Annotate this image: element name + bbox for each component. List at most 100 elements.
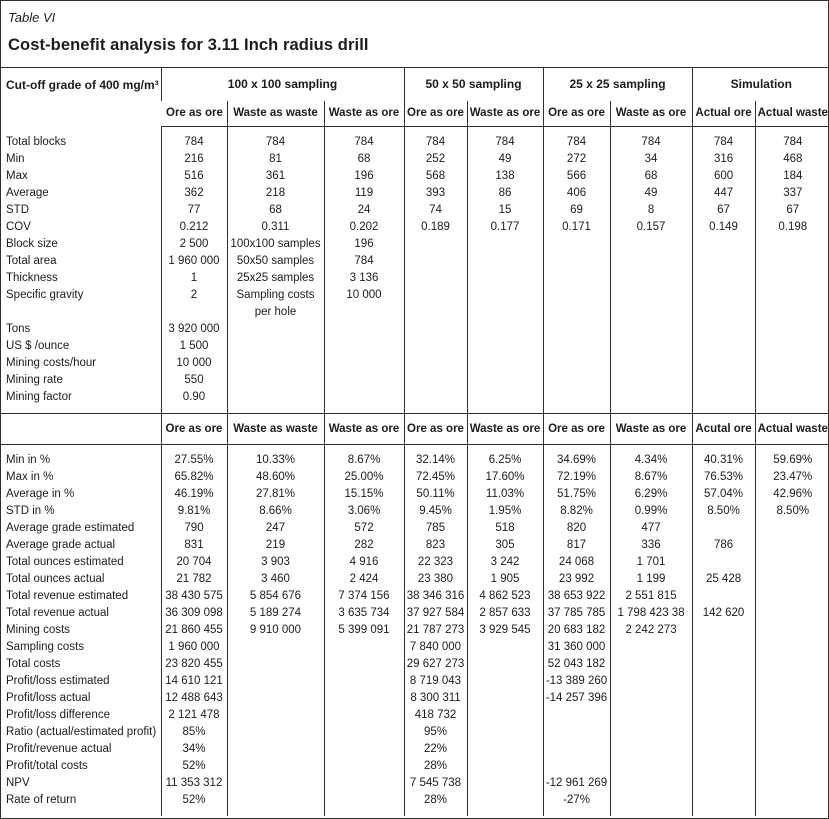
data-cell (691, 321, 756, 338)
table-row: Average grade actual 831 219 282 823 305 817 33… (1, 537, 828, 554)
data-cell (323, 707, 404, 724)
data-cell (466, 775, 544, 792)
data-cell (466, 690, 544, 707)
data-cell (609, 253, 693, 270)
data-cell: 52% (160, 792, 227, 816)
data-cell (609, 673, 693, 690)
table-row: Mining rate 550 (1, 372, 828, 389)
data-cell: 9 910 000 (226, 622, 324, 639)
data-cell: 784 (754, 126, 828, 151)
data-cell (403, 338, 467, 355)
data-cell (466, 372, 544, 389)
sub-header: Actual waste (754, 100, 828, 127)
data-cell: 22% (403, 741, 467, 758)
data-cell (226, 321, 324, 338)
data-cell: 67 (754, 202, 828, 219)
data-cell (609, 338, 693, 355)
data-cell (542, 287, 611, 304)
data-cell: 11.03% (466, 486, 544, 503)
row-label: Total revenue actual (6, 607, 109, 619)
table-row: Max in % 65.82% 48.60% 25.00% 72.45% 17.60% 72… (1, 469, 828, 486)
data-cell (323, 690, 404, 707)
table-row: Profit/loss actual 12 488 643 8 300 311 -14… (1, 690, 828, 707)
data-cell: 68 (609, 168, 693, 185)
row-label: Min in % (6, 454, 51, 466)
data-cell: 3 136 (323, 270, 404, 287)
data-cell: 27.55% (160, 444, 227, 469)
row-label: Max in % (6, 471, 54, 483)
data-cell: 31 360 000 (542, 639, 611, 656)
data-cell: 95% (403, 724, 467, 741)
row-label: Sampling costs (6, 641, 84, 653)
row-label: Total ounces actual (6, 573, 105, 585)
row-label: COV (6, 221, 31, 233)
data-cell (323, 338, 404, 355)
data-cell: 85% (160, 724, 227, 741)
data-cell: 25 428 (691, 571, 756, 588)
data-cell: 9.81% (160, 503, 227, 520)
table-row: Total ounces actual 21 782 3 460 2 424 23 38… (1, 571, 828, 588)
data-cell: 831 (160, 537, 227, 554)
data-cell: 1 500 (160, 338, 227, 355)
data-cell (691, 792, 756, 816)
data-cell (609, 707, 693, 724)
row-label: US $ /ounce (6, 340, 70, 352)
data-cell (542, 236, 611, 253)
data-cell (226, 389, 324, 414)
data-cell (754, 304, 828, 321)
data-cell (691, 372, 756, 389)
data-cell: 20 683 182 (542, 622, 611, 639)
row-label: Ratio (actual/estimated profit) (6, 726, 157, 738)
data-cell: 0.202 (323, 219, 404, 236)
row-label: Average grade estimated (6, 522, 135, 534)
data-cell (403, 355, 467, 372)
data-cell: 77 (160, 202, 227, 219)
group-header-25x25: 25 x 25 sampling (542, 67, 693, 101)
data-cell: 566 (542, 168, 611, 185)
row-label: Profit/loss actual (6, 692, 91, 704)
data-cell (542, 758, 611, 775)
table-row: Ore as ore Waste as waste Waste as ore Ore … (1, 413, 828, 445)
data-cell: 0.157 (609, 219, 693, 236)
data-cell (691, 622, 756, 639)
data-cell (542, 270, 611, 287)
table-row: Total revenue actual 36 309 098 5 189 274 3… (1, 605, 828, 622)
table-row: Profit/revenue actual 34% 22% (1, 741, 828, 758)
data-cell (466, 287, 544, 304)
data-cell (226, 355, 324, 372)
data-cell: 1 (160, 270, 227, 287)
data-cell: 1 960 000 (160, 253, 227, 270)
data-cell: Ore as ore (403, 413, 467, 445)
data-cell (323, 656, 404, 673)
data-cell: 25x25 samples (226, 270, 324, 287)
sub-header: Waste as ore (466, 100, 544, 127)
data-cell: 3.06% (323, 503, 404, 520)
data-cell: 4 862 523 (466, 588, 544, 605)
data-cell: 1 905 (466, 571, 544, 588)
data-cell: 52 043 182 (542, 656, 611, 673)
data-cell: 3 920 000 (160, 321, 227, 338)
data-cell: 6.25% (466, 444, 544, 469)
data-cell (542, 707, 611, 724)
data-cell (754, 792, 828, 816)
data-cell (691, 707, 756, 724)
data-cell: 8.50% (691, 503, 756, 520)
cost-benefit-table: Cut-off grade of 400 mg/m³ 100 x 100 sam… (1, 67, 828, 816)
data-cell: 34% (160, 741, 227, 758)
data-cell: 817 (542, 537, 611, 554)
row-label: NPV (6, 777, 30, 789)
data-cell: 28% (403, 758, 467, 775)
data-cell: 76.53% (691, 469, 756, 486)
data-cell (466, 639, 544, 656)
data-cell (226, 656, 324, 673)
data-cell: 48.60% (226, 469, 324, 486)
data-cell: 784 (691, 126, 756, 151)
data-cell: 784 (609, 126, 693, 151)
section-block-statistics: Total blocks 784 784 784 784 784 784 784 784 784 M… (1, 126, 828, 414)
data-cell: 447 (691, 185, 756, 202)
data-cell: 15.15% (323, 486, 404, 503)
table-row: Rate of return 52% 28% -27% (1, 792, 828, 816)
data-cell: 336 (609, 537, 693, 554)
row-label: Thickness (6, 272, 58, 284)
group-header-50x50: 50 x 50 sampling (403, 67, 544, 101)
